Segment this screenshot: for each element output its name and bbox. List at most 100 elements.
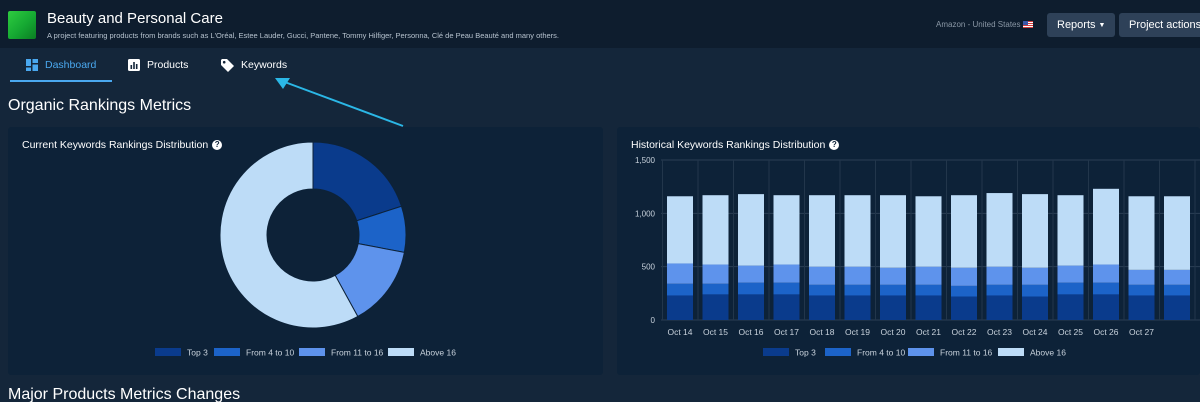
bar-segment-from-11-to-16[interactable] [880,267,906,285]
x-tick-label: Oct 18 [809,327,834,337]
bar-segment-from-4-to-10[interactable] [880,284,906,296]
tab-products[interactable]: Products [128,48,188,82]
bar-segment-above-16[interactable] [1022,194,1048,268]
bar-segment-top-3[interactable] [809,295,835,320]
bar-segment-top-3[interactable] [773,294,800,320]
current-rankings-card: Current Keywords Rankings Distribution ?… [8,127,603,375]
legend-item-above-16[interactable]: Above 16 [998,348,1066,358]
bar-segment-from-4-to-10[interactable] [844,284,871,296]
bar-segment-from-11-to-16[interactable] [951,267,977,286]
current-rankings-title-text: Current Keywords Rankings Distribution [22,139,209,151]
reports-button[interactable]: Reports ▼ [1047,13,1116,37]
bar-segment-from-11-to-16[interactable] [809,266,835,285]
top-header: Beauty and Personal Care A project featu… [0,0,1200,48]
help-icon[interactable]: ? [212,140,223,150]
bar-segment-from-11-to-16[interactable] [773,264,800,283]
legend-label: From 4 to 10 [857,348,905,358]
marketplace-indicator: Amazon - United States [936,20,1034,29]
bar-segment-from-4-to-10[interactable] [702,283,729,295]
bar-segment-from-11-to-16[interactable] [1022,267,1048,285]
bar-chart-icon [128,59,140,71]
bar-segment-from-4-to-10[interactable] [951,285,977,297]
bar-segment-above-16[interactable] [667,196,693,264]
chevron-down-icon: ▼ [1098,22,1106,29]
bar-segment-above-16[interactable] [1057,195,1084,266]
project-description: A project featuring products from brands… [47,31,559,40]
current-rankings-donut-chart: Top 3 From 4 to 10 From 11 to 16 Above 16 [155,141,456,358]
bar-segment-top-3[interactable] [1164,295,1190,320]
bar-segment-from-11-to-16[interactable] [1057,265,1084,283]
bar-segment-top-3[interactable] [667,295,693,320]
help-icon[interactable]: ? [829,140,840,150]
bar-segment-from-4-to-10[interactable] [1022,284,1048,297]
bar-segment-top-3[interactable] [951,296,977,320]
bar-segment-top-3[interactable] [1128,295,1155,320]
bar-segment-from-4-to-10[interactable] [773,282,800,295]
historical-rankings-title-text: Historical Keywords Rankings Distributio… [631,139,826,151]
legend-item-from-4-to-10[interactable]: From 4 to 10 [825,348,905,358]
bar-segment-from-11-to-16[interactable] [702,264,729,284]
bar-segment-above-16[interactable] [986,193,1013,267]
donut-slice-above-16[interactable] [219,141,359,329]
bar-segment-from-11-to-16[interactable] [844,266,871,285]
tab-products-label: Products [147,59,189,71]
legend-item-above-16[interactable]: Above 16 [388,348,456,358]
bar-segment-from-4-to-10[interactable] [1057,282,1084,295]
bar-segment-from-4-to-10[interactable] [809,284,835,296]
bar-segment-above-16[interactable] [738,194,764,266]
tab-dashboard[interactable]: Dashboard [9,48,113,82]
bar-segment-top-3[interactable] [702,294,729,320]
bar-segment-top-3[interactable] [1093,294,1119,320]
legend-label: From 11 to 16 [940,348,993,358]
project-actions-button[interactable]: Project actions▼ [1119,13,1200,37]
bar-segment-from-11-to-16[interactable] [667,263,693,284]
bar-segment-from-11-to-16[interactable] [738,265,764,283]
bar-segment-from-11-to-16[interactable] [1164,269,1190,285]
bar-segment-from-11-to-16[interactable] [1093,264,1119,283]
bar-segment-from-4-to-10[interactable] [915,284,942,296]
organic-rankings-heading: Organic Rankings Metrics [8,97,192,114]
bar-segment-top-3[interactable] [1022,296,1048,320]
bar-segment-from-11-to-16[interactable] [915,266,942,285]
bar-segment-above-16[interactable] [773,195,800,265]
legend-item-from-4-to-10[interactable]: From 4 to 10 [214,348,294,358]
bar-segment-above-16[interactable] [951,195,977,268]
dashboard-icon [26,59,38,71]
bar-segment-above-16[interactable] [915,196,942,267]
bar-segment-top-3[interactable] [915,295,942,320]
bar-segment-top-3[interactable] [986,295,1013,320]
bar-segment-top-3[interactable] [844,295,871,320]
bar-segment-above-16[interactable] [844,195,871,267]
y-tick-label: 1,000 [635,209,656,218]
bar-segment-from-4-to-10[interactable] [1093,282,1119,295]
bar-segment-top-3[interactable] [738,294,764,320]
bar-segment-from-4-to-10[interactable] [1164,284,1190,296]
annotation-arrow [275,78,404,127]
bar-segment-from-11-to-16[interactable] [986,266,1013,285]
bar-segment-above-16[interactable] [1128,196,1155,270]
x-tick-label: Oct 17 [774,327,799,337]
bar-segment-top-3[interactable] [880,295,906,320]
bar-segment-above-16[interactable] [880,195,906,268]
bar-segment-from-11-to-16[interactable] [1128,269,1155,285]
legend-item-from-11-to-16[interactable]: From 11 to 16 [299,348,384,358]
donut-slice-top-3[interactable] [312,141,403,222]
x-tick-label: Oct 15 [703,327,728,337]
bar-segment-top-3[interactable] [1057,294,1084,320]
y-tick-label: 1,500 [635,156,656,165]
x-tick-label: Oct 25 [1058,327,1083,337]
bar-segment-above-16[interactable] [1093,188,1119,265]
bar-segment-from-4-to-10[interactable] [667,283,693,296]
legend-item-top-3[interactable]: Top 3 [155,348,208,358]
bar-segment-from-4-to-10[interactable] [1128,284,1155,296]
bar-segment-from-4-to-10[interactable] [738,282,764,295]
marketplace-label: Amazon - United States [936,20,1021,29]
legend-swatch [825,348,851,356]
bar-segment-above-16[interactable] [809,195,835,267]
tab-keywords[interactable]: Keywords [221,48,287,82]
bar-segment-from-4-to-10[interactable] [986,284,1013,296]
bar-segment-above-16[interactable] [1164,196,1190,270]
bar-segment-above-16[interactable] [702,195,729,265]
legend-item-top-3[interactable]: Top 3 [763,348,816,358]
legend-item-from-11-to-16[interactable]: From 11 to 16 [908,348,993,358]
